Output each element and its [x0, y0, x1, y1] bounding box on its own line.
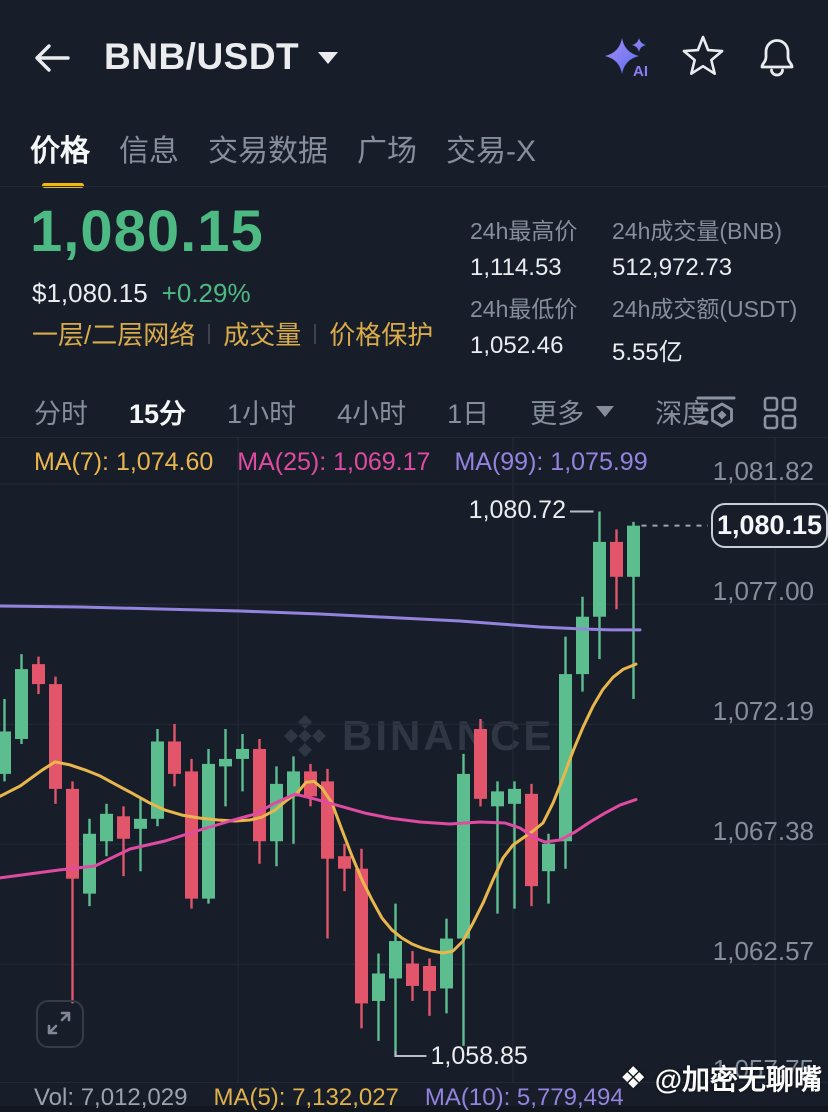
tag-row: 一层/二层网络 成交量 价格保护	[32, 315, 433, 352]
binance-logo-icon	[284, 715, 326, 757]
stat-value: 512,972.73	[612, 254, 733, 281]
layout-grid-icon[interactable]	[763, 396, 797, 430]
stat-value: 1,114.53	[470, 254, 562, 281]
more-label: 更多	[530, 399, 585, 429]
change-percent: +0.29%	[161, 278, 251, 308]
ai-assistant-icon[interactable]: AI	[604, 34, 650, 80]
active-tab-underline	[42, 183, 84, 188]
volume-legend-MA(10): MA(10): 5,779,494	[424, 1084, 624, 1111]
ma-legend-MA(7): MA(7): 1,074.60	[34, 448, 214, 476]
binance-watermark: BINANCE	[282, 712, 554, 760]
stat: 24h成交额(USDT) 5.55亿	[612, 290, 797, 367]
tab-广场[interactable]: 广场	[357, 135, 417, 168]
tag-separator	[314, 323, 317, 344]
header: BNB/USDT AI	[0, 0, 828, 100]
top-tabs: 价格 信息 交易数据 广场 交易-X	[30, 126, 536, 188]
stat: 24h最高价 1,114.53	[470, 212, 577, 282]
indicators-icon[interactable]	[696, 394, 738, 432]
svg-text:AI: AI	[633, 63, 648, 80]
interval-4小时[interactable]: 4小时	[337, 399, 407, 429]
stat-label: 24h最高价	[470, 218, 578, 244]
signature-diamond-icon: ❖	[619, 1061, 647, 1095]
ma-legend: MA(7): 1,074.60 MA(25): 1,069.17 MA(99): 1…	[34, 448, 648, 477]
price-axis-label: 1,081.82	[712, 456, 814, 486]
tab-信息[interactable]: 信息	[119, 135, 179, 168]
notification-bell-icon[interactable]	[754, 34, 800, 80]
tab-交易-X[interactable]: 交易-X	[446, 135, 536, 168]
stat-value: 1,052.46	[470, 332, 564, 359]
current-price-pill[interactable]: 1,080.15	[711, 503, 828, 548]
signature-watermark: ❖ @加密无聊嘴	[620, 1058, 822, 1098]
signature-text: @加密无聊嘴	[654, 1064, 822, 1095]
stat-value: 5.55亿	[612, 339, 683, 366]
favorite-star-icon[interactable]	[680, 34, 726, 80]
symbol-dropdown-caret-icon[interactable]	[316, 50, 340, 66]
tag[interactable]: 一层/二层网络	[32, 320, 196, 350]
price-axis-label: 1,057.75	[712, 1054, 814, 1084]
more-intervals-button[interactable]: 更多	[530, 392, 615, 431]
price-axis-label: 1,077.00	[712, 576, 814, 607]
tag[interactable]: 价格保护	[329, 320, 434, 350]
price-axis-label: 1,067.38	[712, 816, 814, 847]
toolbar-divider	[0, 437, 828, 438]
interval-分时[interactable]: 分时	[34, 399, 88, 429]
tag-separator	[208, 323, 211, 344]
price-axis-label: 1,072.19	[712, 696, 814, 727]
volume-legend: Vol: 7,012,029 MA(5): 7,132,027 MA(10): 5,…	[34, 1084, 624, 1112]
low-annotation: 1,058.85	[430, 1042, 528, 1071]
current-price-value: 1,080.15	[716, 510, 823, 540]
stat: 24h成交量(BNB) 512,972.73	[612, 212, 782, 282]
volume-divider	[0, 1082, 828, 1083]
stat: 24h最低价 1,052.46	[470, 290, 577, 360]
stat-label: 24h成交量(BNB)	[612, 218, 782, 244]
tabs-divider	[0, 186, 828, 187]
interval-toolbar: 分时 15分 1小时 4小时 1日 更多 深度	[34, 392, 709, 431]
tab-交易数据[interactable]: 交易数据	[208, 135, 328, 168]
stat-label: 24h最低价	[470, 296, 578, 322]
usd-price: $1,080.15	[32, 278, 148, 308]
volume-legend-MA(5): MA(5): 7,132,027	[213, 1084, 399, 1111]
expand-chart-button[interactable]	[36, 1000, 84, 1048]
binance-watermark-text: BINANCE	[342, 712, 555, 759]
tag[interactable]: 成交量	[223, 320, 302, 350]
last-price: 1,080.15	[30, 199, 264, 264]
high-annotation: 1,080.72	[468, 496, 566, 525]
expand-arrows-icon	[47, 1011, 71, 1035]
symbol-title: BNB/USDT	[104, 36, 300, 77]
price-axis-label: 1,062.57	[712, 936, 814, 967]
interval-1日[interactable]: 1日	[447, 399, 490, 429]
depth-button[interactable]: 深度	[655, 399, 710, 429]
chevron-down-icon	[596, 406, 615, 417]
volume-legend-Vol: Vol: 7,012,029	[34, 1084, 188, 1111]
ma-legend-MA(25): MA(25): 1,069.17	[237, 448, 431, 476]
tab-价格[interactable]: 价格	[30, 126, 90, 188]
stat-label: 24h成交额(USDT)	[612, 296, 798, 322]
back-arrow-icon[interactable]	[30, 36, 74, 80]
usd-price-line: $1,080.15 +0.29%	[32, 278, 251, 309]
ma-legend-MA(99): MA(99): 1,075.99	[454, 448, 648, 476]
interval-15分[interactable]: 15分	[129, 399, 187, 429]
interval-1小时[interactable]: 1小时	[227, 399, 297, 429]
